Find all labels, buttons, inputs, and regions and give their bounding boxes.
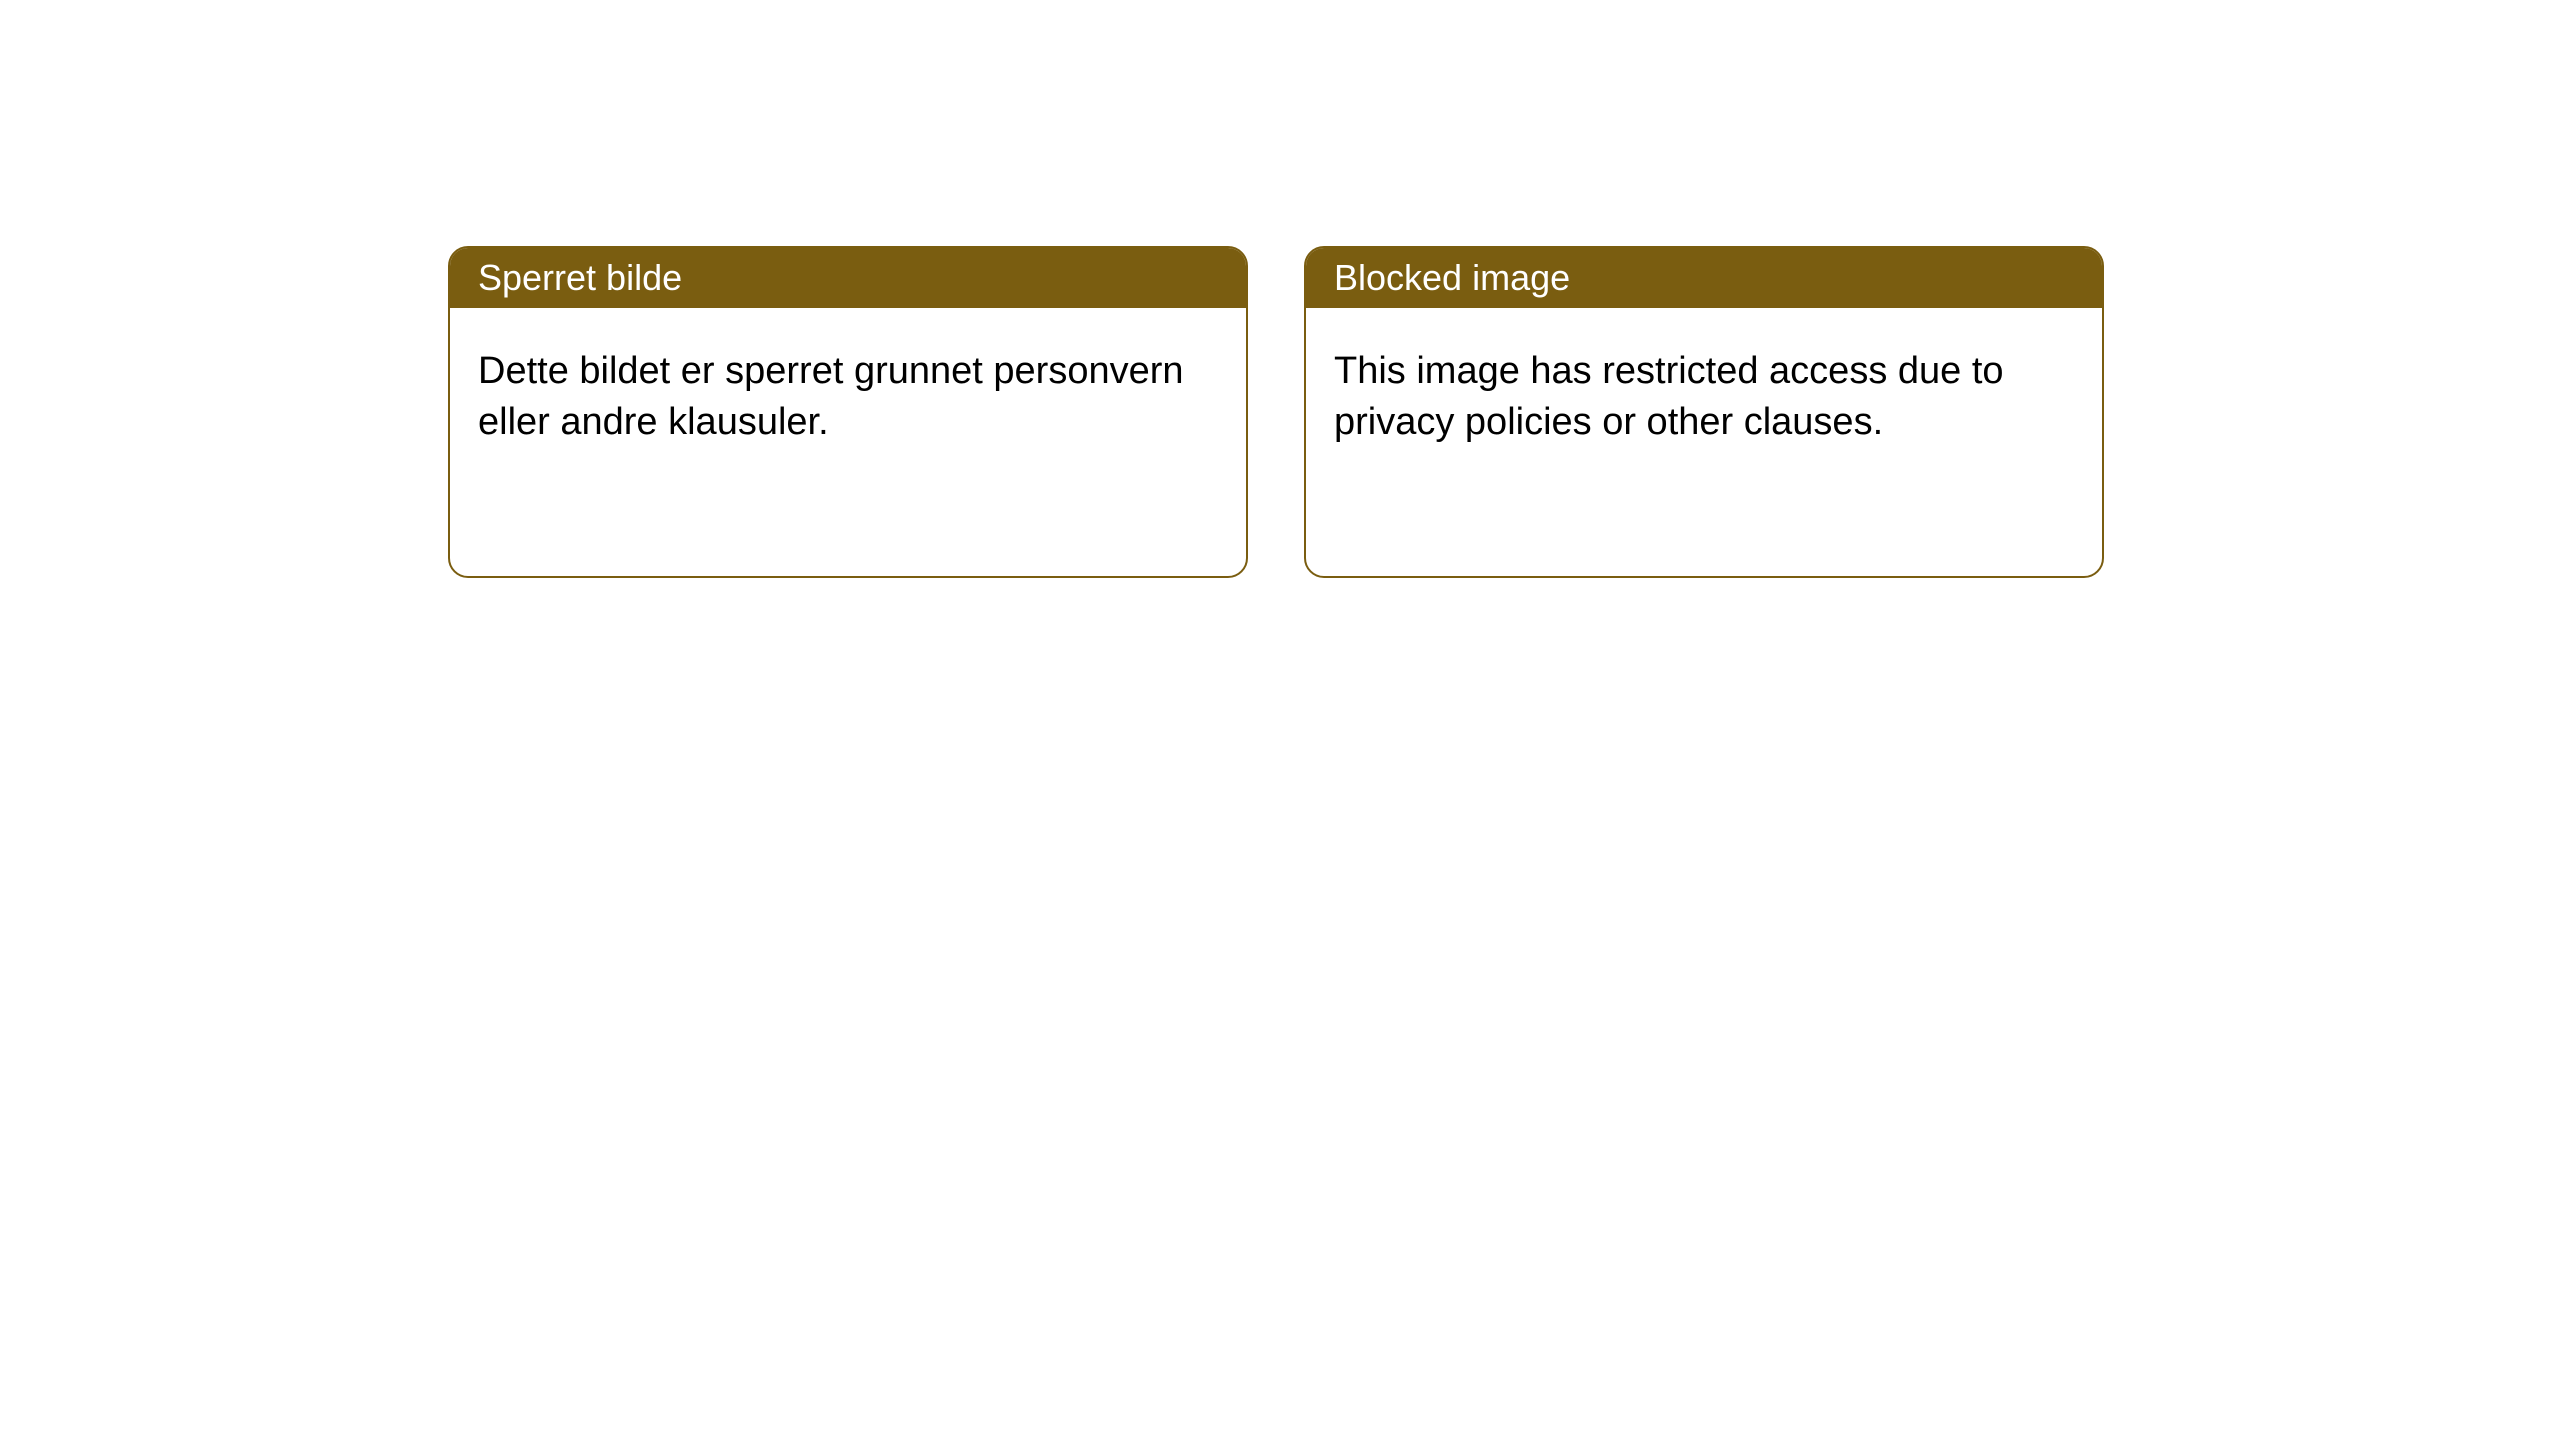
notice-text: Dette bildet er sperret grunnet personve…	[478, 350, 1184, 443]
notice-header: Blocked image	[1306, 248, 2102, 308]
notice-container: Sperret bilde Dette bildet er sperret gr…	[0, 0, 2560, 578]
notice-title: Blocked image	[1334, 257, 1570, 299]
notice-card-english: Blocked image This image has restricted …	[1304, 246, 2104, 578]
notice-card-norwegian: Sperret bilde Dette bildet er sperret gr…	[448, 246, 1248, 578]
notice-body: This image has restricted access due to …	[1306, 308, 2102, 487]
notice-header: Sperret bilde	[450, 248, 1246, 308]
notice-body: Dette bildet er sperret grunnet personve…	[450, 308, 1246, 487]
notice-title: Sperret bilde	[478, 257, 682, 299]
notice-text: This image has restricted access due to …	[1334, 350, 2004, 443]
